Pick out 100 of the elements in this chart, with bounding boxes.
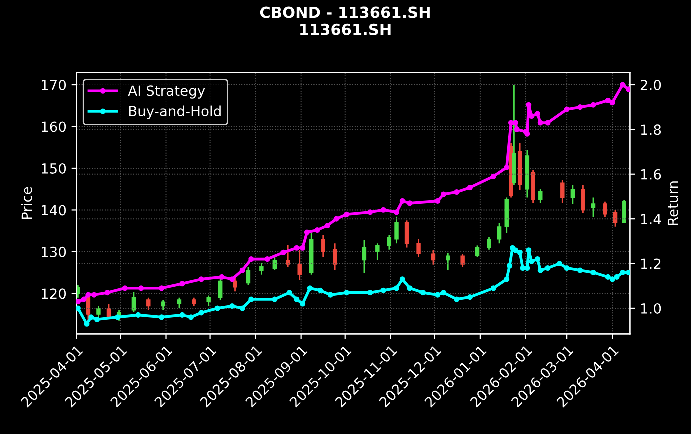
candlestick (387, 234, 392, 251)
point (590, 102, 596, 108)
point (88, 314, 94, 320)
point (248, 256, 254, 262)
point (407, 200, 413, 206)
point (520, 265, 526, 272)
point (314, 227, 320, 234)
candlestick (475, 245, 480, 258)
candlestick (581, 184, 586, 214)
y2-tick-label: 1.6 (641, 169, 662, 180)
point (435, 198, 441, 204)
candlestick (416, 238, 421, 258)
candlestick (161, 299, 166, 312)
point (240, 268, 246, 274)
candlestick (570, 184, 576, 205)
y-tick-label: 150 (42, 163, 66, 174)
candlestick (622, 200, 626, 224)
point (407, 286, 413, 292)
candlestick (332, 242, 338, 272)
y2-tick-label: 1.0 (641, 303, 662, 314)
point (420, 290, 426, 296)
candlestick (487, 236, 492, 251)
point (84, 321, 90, 327)
chart-title: CBOND - 113661.SH 113661.SH (260, 6, 430, 36)
point (435, 292, 441, 298)
point (490, 174, 496, 180)
candlestick (362, 240, 367, 274)
candlestick (260, 262, 264, 276)
point (138, 286, 144, 292)
point (380, 288, 386, 294)
point (517, 250, 523, 256)
point (620, 82, 626, 88)
point (467, 185, 473, 191)
point (626, 270, 630, 276)
point (81, 296, 87, 302)
point (620, 270, 626, 276)
point (490, 286, 496, 292)
point (538, 120, 544, 126)
point (159, 314, 165, 320)
candlestick (321, 234, 326, 258)
point (180, 281, 186, 287)
legend-label: Buy-and-Hold (129, 106, 221, 120)
point (214, 306, 220, 312)
point (614, 274, 620, 280)
point (159, 286, 165, 292)
point (394, 210, 400, 216)
point (590, 270, 596, 276)
point (324, 223, 331, 229)
candlestick (272, 256, 278, 272)
point (248, 296, 254, 302)
y-tick-label: 170 (42, 80, 66, 90)
point (307, 286, 313, 292)
candlestick (431, 250, 436, 266)
point (534, 256, 540, 262)
point (94, 316, 100, 322)
point (368, 210, 374, 216)
y2-tick-label: 2.0 (640, 80, 662, 90)
candlestick (591, 197, 596, 218)
candlestick (560, 179, 565, 204)
point (180, 312, 186, 318)
candlestick (146, 297, 151, 312)
y-tick-label: 140 (42, 205, 66, 216)
point (304, 230, 310, 236)
point (136, 312, 142, 318)
candlestick (497, 222, 502, 244)
candlestick (538, 188, 543, 204)
point (610, 100, 616, 106)
point (318, 288, 324, 294)
point (394, 286, 400, 292)
point (564, 265, 570, 272)
point (380, 207, 386, 213)
candlestick (298, 250, 302, 282)
point (610, 276, 616, 282)
point (230, 303, 236, 310)
point (507, 263, 513, 269)
point (188, 314, 194, 320)
point (76, 306, 81, 312)
point (545, 120, 551, 126)
point (504, 164, 510, 170)
point (526, 248, 532, 254)
point (300, 301, 306, 307)
y2-axis-title: Return (668, 182, 678, 226)
point (272, 296, 278, 302)
point (514, 126, 520, 132)
y2-tick-label: 1.4 (641, 214, 662, 224)
point (280, 250, 286, 256)
point (286, 290, 292, 296)
candlestick (177, 297, 182, 309)
point (104, 290, 110, 296)
point (300, 245, 306, 251)
candlestick (603, 201, 608, 218)
point (115, 314, 121, 320)
y-tick-label: 120 (42, 288, 66, 300)
point (86, 292, 92, 298)
candlestick (246, 266, 251, 286)
point (556, 261, 562, 267)
point (626, 86, 630, 92)
point (454, 189, 460, 196)
point (564, 106, 570, 112)
point (294, 245, 300, 251)
